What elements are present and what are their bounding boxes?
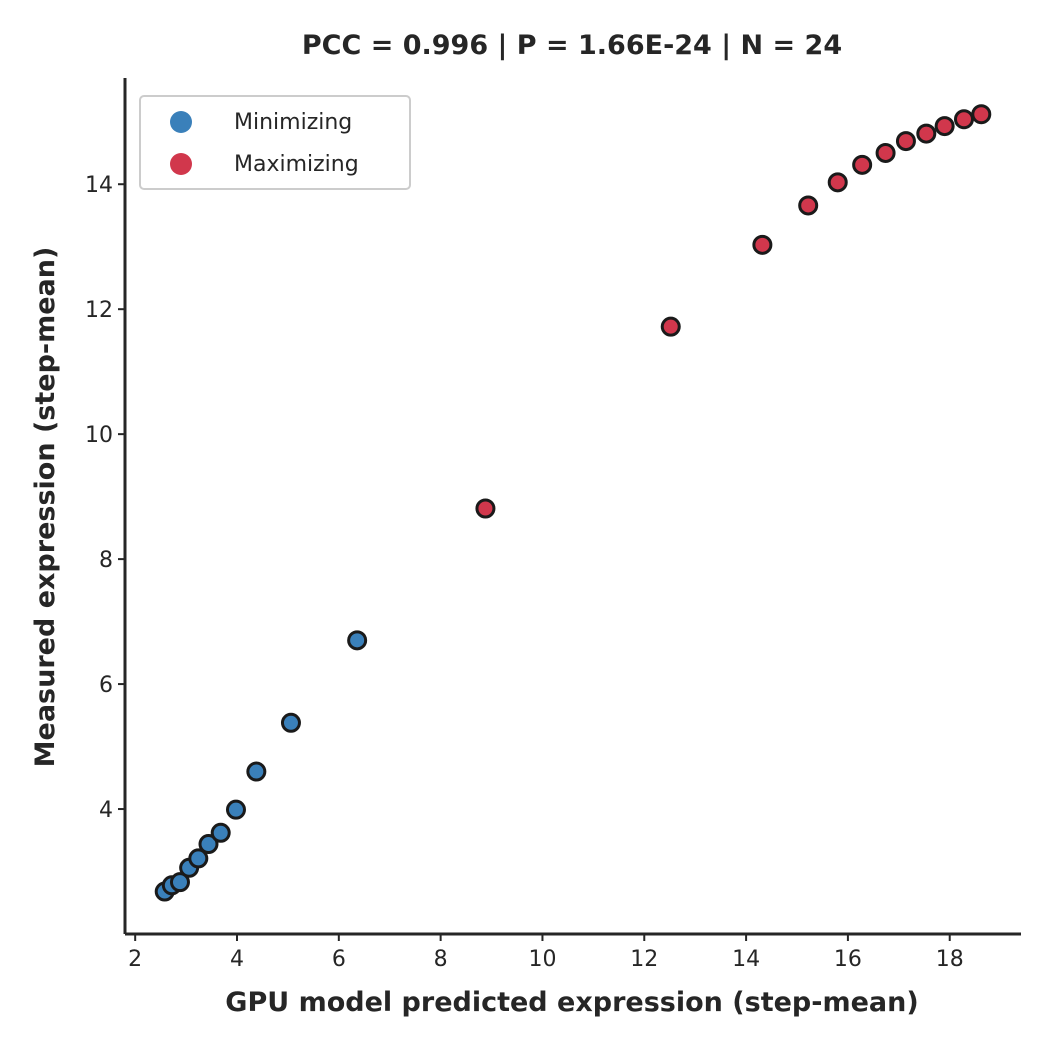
x-tick-label: 6 <box>332 947 346 972</box>
data-point <box>971 104 992 125</box>
x-tick-label: 10 <box>528 947 556 972</box>
x-tick-label: 18 <box>936 947 964 972</box>
data-point <box>198 834 219 855</box>
legend-box <box>139 95 411 190</box>
y-tick-label: 6 <box>99 673 113 698</box>
x-tick-label: 12 <box>630 947 658 972</box>
data-point <box>827 172 848 193</box>
x-tick-label: 14 <box>732 947 760 972</box>
y-tick-label: 8 <box>99 548 113 573</box>
legend: Minimizing Maximizing <box>139 95 411 190</box>
chart-title: PCC = 0.996 | P = 1.66E-24 | N = 24 <box>302 30 842 61</box>
y-tick-label: 14 <box>85 173 113 198</box>
legend-marker <box>170 153 192 175</box>
x-tick-label: 8 <box>434 947 448 972</box>
data-point <box>798 195 819 216</box>
legend-marker <box>170 111 192 133</box>
data-point <box>895 131 916 152</box>
data-point <box>660 316 681 337</box>
x-tick-label: 16 <box>834 947 862 972</box>
data-point <box>475 498 496 519</box>
data-point <box>225 799 246 820</box>
x-tick-label: 4 <box>230 947 244 972</box>
data-point <box>916 123 937 144</box>
data-point <box>934 116 955 137</box>
data-point <box>875 142 896 163</box>
data-point <box>280 712 301 733</box>
x-tick-label: 2 <box>128 947 142 972</box>
data-point <box>347 630 368 651</box>
x-axis-label: GPU model predicted expression (step-mea… <box>225 987 918 1018</box>
y-tick-label: 4 <box>99 798 113 823</box>
legend-label: Maximizing <box>234 152 359 177</box>
series-maximizing <box>475 104 992 519</box>
data-point <box>169 872 190 893</box>
y-tick-label: 12 <box>85 298 113 323</box>
y-axis-label: Measured expression (step-mean) <box>30 247 61 768</box>
data-point <box>752 234 773 255</box>
data-point <box>953 109 974 130</box>
y-tick-label: 10 <box>85 423 113 448</box>
data-point <box>188 848 209 869</box>
data-point <box>210 822 231 843</box>
data-point <box>246 761 267 782</box>
data-point <box>852 154 873 175</box>
axes: 2 4 6 8 10 12 14 16 18 4 6 8 10 12 14 <box>85 78 1021 972</box>
legend-label: Minimizing <box>234 110 352 135</box>
data-points <box>154 104 992 902</box>
series-minimizing <box>154 630 368 902</box>
